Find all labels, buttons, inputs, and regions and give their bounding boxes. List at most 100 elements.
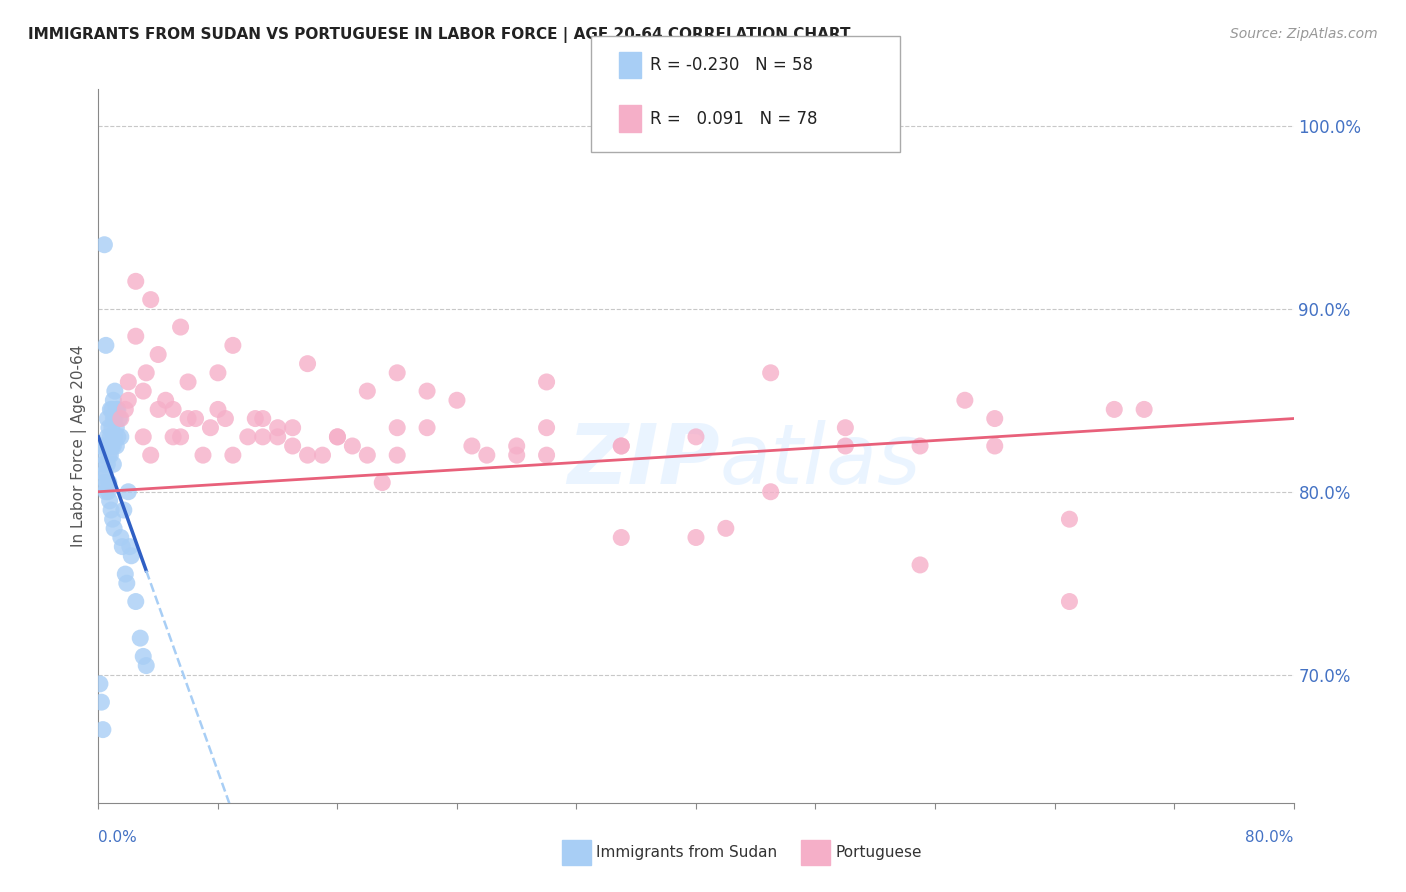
Point xyxy=(112,503,135,517)
Point xyxy=(610,439,633,453)
Point xyxy=(104,411,127,425)
Point xyxy=(103,458,125,472)
Point xyxy=(506,448,529,462)
Point xyxy=(120,549,142,563)
Point xyxy=(356,384,378,398)
Point xyxy=(1133,402,1156,417)
Text: R =   0.091   N = 78: R = 0.091 N = 78 xyxy=(650,110,817,128)
Point xyxy=(132,430,155,444)
Point xyxy=(110,411,132,425)
Point xyxy=(101,439,124,453)
Point xyxy=(111,540,134,554)
Y-axis label: In Labor Force | Age 20-64: In Labor Force | Age 20-64 xyxy=(72,345,87,547)
Point xyxy=(214,411,236,425)
Point xyxy=(685,531,707,545)
Point xyxy=(93,467,115,481)
Point xyxy=(536,375,558,389)
Point xyxy=(984,411,1007,425)
Point xyxy=(236,430,259,444)
Point xyxy=(117,484,139,499)
Point xyxy=(103,393,125,408)
Point xyxy=(94,484,117,499)
Point xyxy=(105,420,128,434)
Point xyxy=(610,531,633,545)
Point xyxy=(371,475,394,490)
Point xyxy=(342,439,364,453)
Point xyxy=(834,439,856,453)
Point xyxy=(103,521,125,535)
Point xyxy=(100,503,122,517)
Point xyxy=(536,420,558,434)
Point xyxy=(91,723,114,737)
Point xyxy=(117,375,139,389)
Point xyxy=(125,329,148,343)
Point xyxy=(91,448,114,462)
Point xyxy=(356,448,378,462)
Point xyxy=(908,439,931,453)
Point xyxy=(461,439,484,453)
Point xyxy=(90,439,112,453)
Point xyxy=(252,411,274,425)
Point xyxy=(97,448,120,462)
Point xyxy=(93,458,115,472)
Point xyxy=(132,649,155,664)
Point xyxy=(118,540,141,554)
Point xyxy=(105,402,128,417)
Point xyxy=(103,411,125,425)
Point xyxy=(984,439,1007,453)
Point xyxy=(326,430,349,444)
Point xyxy=(100,430,122,444)
Point xyxy=(139,293,162,307)
Point xyxy=(135,366,157,380)
Text: 80.0%: 80.0% xyxy=(1246,830,1294,846)
Point xyxy=(252,430,274,444)
Text: atlas: atlas xyxy=(720,420,921,500)
Point xyxy=(446,393,468,408)
Point xyxy=(89,677,111,691)
Point xyxy=(222,448,245,462)
Point xyxy=(96,411,118,425)
Point xyxy=(94,467,117,481)
Text: R = -0.230   N = 58: R = -0.230 N = 58 xyxy=(650,56,813,74)
Point xyxy=(200,420,222,434)
Point xyxy=(245,411,267,425)
Point xyxy=(117,393,139,408)
Point xyxy=(115,576,138,591)
Point xyxy=(385,366,409,380)
Point xyxy=(100,448,122,462)
Text: 0.0%: 0.0% xyxy=(98,830,138,846)
Point xyxy=(610,439,633,453)
Point xyxy=(90,695,112,709)
Text: IMMIGRANTS FROM SUDAN VS PORTUGUESE IN LABOR FORCE | AGE 20-64 CORRELATION CHART: IMMIGRANTS FROM SUDAN VS PORTUGUESE IN L… xyxy=(28,27,851,43)
Point xyxy=(953,393,976,408)
Point xyxy=(385,420,409,434)
Point xyxy=(267,420,290,434)
Point xyxy=(267,430,290,444)
Point xyxy=(834,420,856,434)
Point xyxy=(714,521,737,535)
Point xyxy=(281,420,304,434)
Point xyxy=(129,631,152,645)
Point xyxy=(94,338,117,352)
Point xyxy=(110,430,132,444)
Point xyxy=(132,384,155,398)
Point xyxy=(139,448,162,462)
Point xyxy=(475,448,498,462)
Point xyxy=(125,594,148,608)
Point xyxy=(297,357,319,371)
Point xyxy=(685,430,707,444)
Point xyxy=(97,420,120,434)
Point xyxy=(326,430,349,444)
Point xyxy=(1102,402,1125,417)
Point xyxy=(94,439,117,453)
Point xyxy=(385,448,409,462)
Point xyxy=(908,558,931,572)
Point xyxy=(416,420,439,434)
Point xyxy=(96,458,118,472)
Point xyxy=(297,448,319,462)
Point xyxy=(536,448,558,462)
Point xyxy=(759,366,782,380)
Point xyxy=(114,567,136,582)
Point xyxy=(107,402,129,417)
Point xyxy=(114,402,136,417)
